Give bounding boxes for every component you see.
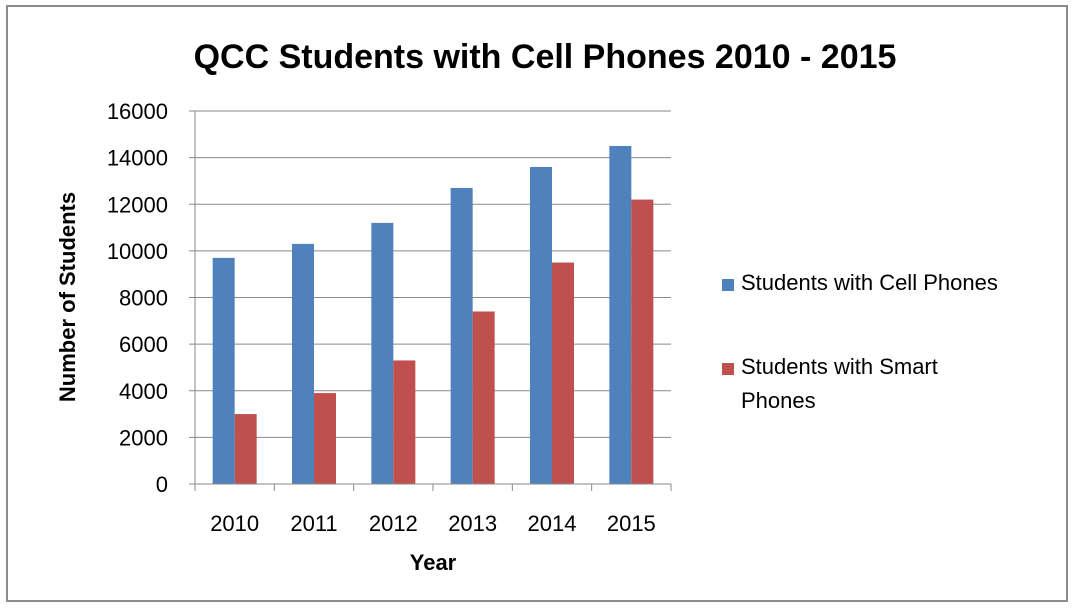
bar-cell-phones-2011 xyxy=(292,243,314,484)
y-tick-label: 12000 xyxy=(107,192,168,217)
bar-smart-phones-2013 xyxy=(472,311,495,484)
y-axis-ticks: 0 2000 4000 6000 8000 10000 12000 14000 16000 xyxy=(107,99,195,497)
bar-smart-phones-2011 xyxy=(314,393,336,484)
legend: Students with Cell Phones Students with S… xyxy=(722,270,998,413)
bar-cell-phones-2014 xyxy=(530,166,552,484)
bar-cell-phones-2015 xyxy=(609,145,632,484)
legend-label: Students with Cell Phones xyxy=(741,270,998,295)
x-axis-title: Year xyxy=(410,550,457,575)
x-tick-label: 2015 xyxy=(607,511,656,536)
y-tick-label: 6000 xyxy=(119,332,168,357)
x-tick-label: 2014 xyxy=(528,511,577,536)
legend-swatch xyxy=(722,363,734,375)
legend-label: Students with Smart Phones xyxy=(741,354,938,413)
bar-cell-phones-2010 xyxy=(212,257,235,484)
y-tick-label: 2000 xyxy=(119,425,168,450)
y-tick-label: 8000 xyxy=(119,286,168,311)
y-tick-label: 4000 xyxy=(119,379,168,404)
bars xyxy=(212,145,654,484)
x-tick-label: 2012 xyxy=(369,511,418,536)
gridlines xyxy=(195,110,671,438)
bar-smart-phones-2015 xyxy=(631,199,654,484)
chart-title: QCC Students with Cell Phones 2010 - 201… xyxy=(194,38,897,76)
y-axis-title: Number of Students xyxy=(55,192,80,402)
bar-cell-phones-2012 xyxy=(371,222,394,484)
y-tick-label: 14000 xyxy=(107,146,168,171)
bar-smart-phones-2012 xyxy=(393,360,416,484)
bar-cell-phones-2013 xyxy=(450,187,473,484)
x-axis-ticks: 2010 2011 2012 2013 2014 2015 xyxy=(194,484,672,536)
bar-smart-phones-2010 xyxy=(234,414,257,484)
legend-swatch xyxy=(722,279,734,291)
x-tick-label: 2010 xyxy=(210,511,259,536)
bar-smart-phones-2014 xyxy=(552,262,574,484)
y-tick-label: 0 xyxy=(156,472,168,497)
y-tick-label: 16000 xyxy=(107,99,168,124)
x-tick-label: 2011 xyxy=(290,511,337,536)
x-tick-label: 2013 xyxy=(448,511,497,536)
y-tick-label: 10000 xyxy=(107,239,168,264)
